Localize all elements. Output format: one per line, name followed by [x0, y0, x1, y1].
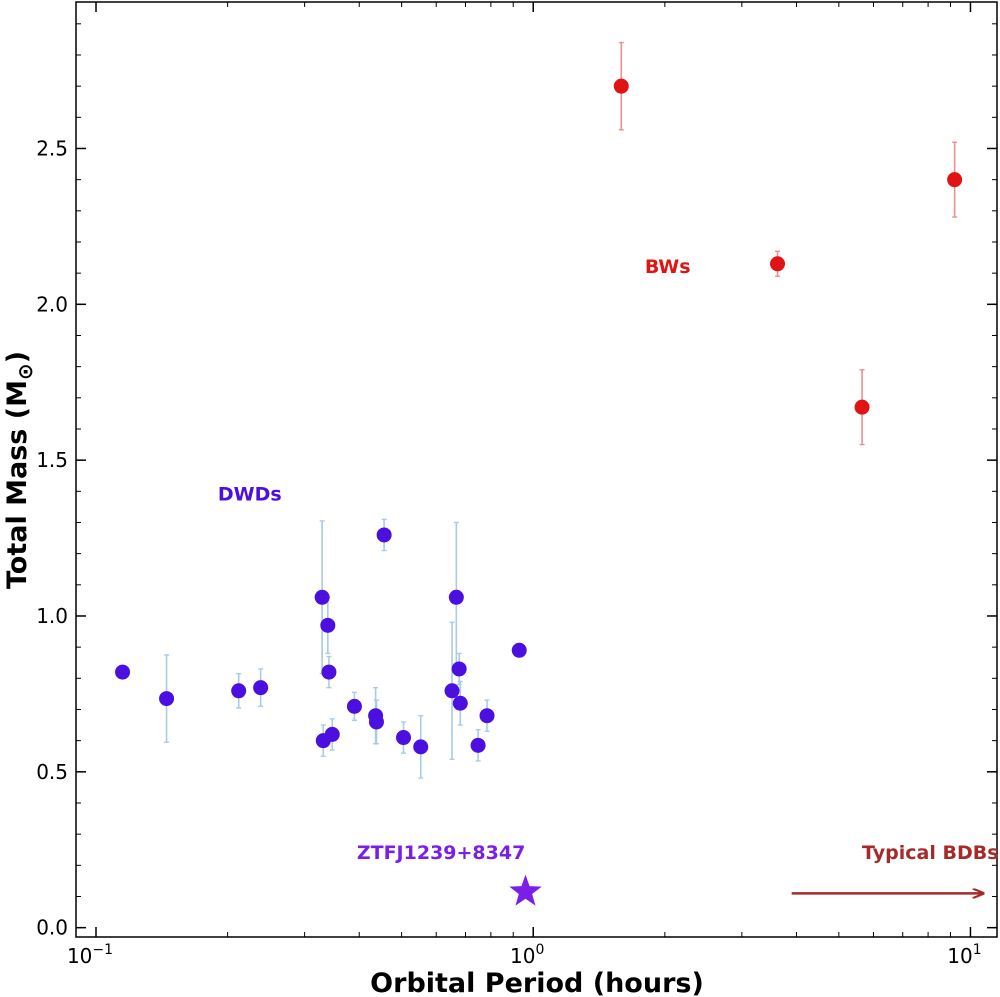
data-point [470, 737, 486, 753]
data-point [947, 172, 963, 188]
x-tick-exponent: 0 [535, 942, 544, 958]
x-tick-exponent: −1 [92, 942, 113, 958]
data-point [115, 664, 131, 680]
axis-ticks: 0.00.51.01.52.02.510−1 100 101 [36, 2, 997, 968]
data-point [511, 642, 527, 658]
data-point [452, 695, 468, 711]
dwds-label: DWDs [218, 484, 282, 506]
y-axis-title-close: ) [2, 351, 33, 363]
data-point [444, 683, 460, 699]
x-tick-exponent: 1 [973, 942, 982, 958]
data-point [854, 399, 870, 415]
data-point [231, 683, 247, 699]
data-point [451, 661, 467, 677]
plot-frame [75, 1, 998, 938]
data-point [448, 589, 464, 605]
data-point [396, 730, 412, 746]
x-tick-base: 10 [947, 944, 972, 968]
x-tick-base: 10 [67, 944, 92, 968]
y-axis-title-main: Total Mass (M [2, 380, 33, 589]
data-point [413, 739, 429, 755]
y-tick-label: 2.5 [36, 136, 68, 160]
sun-symbol: ⊙ [13, 363, 37, 380]
x-tick-label: 10−1 [67, 942, 113, 968]
data-point [613, 78, 629, 94]
data-point [324, 726, 340, 742]
data-point [314, 589, 330, 605]
data-point [770, 256, 786, 272]
data-point [479, 708, 495, 724]
ztf-label: ZTFJ1239+8347 [357, 842, 525, 864]
x-axis-title: Orbital Period (hours) [370, 968, 704, 997]
data-point [321, 664, 337, 680]
ztf-star-marker [509, 874, 542, 906]
x-tick-base: 10 [510, 944, 535, 968]
annotations: DWDs BWs ZTFJ1239+8347 Typical BDBs [218, 256, 999, 893]
data-points [115, 78, 963, 906]
data-point [253, 680, 269, 696]
data-point [376, 527, 392, 543]
y-tick-label: 1.5 [36, 448, 68, 472]
bdbs-label: Typical BDBs [862, 842, 998, 864]
y-tick-label: 0.0 [36, 916, 68, 940]
data-point [159, 691, 175, 707]
error-bars [164, 41, 958, 779]
data-point [368, 714, 384, 730]
x-tick-label: 100 [510, 942, 544, 968]
y-tick-label: 0.5 [36, 760, 68, 784]
y-tick-label: 2.0 [36, 292, 68, 316]
data-point [346, 698, 362, 714]
data-point [320, 617, 336, 633]
y-tick-label: 1.0 [36, 604, 68, 628]
bws-label: BWs [645, 256, 691, 278]
x-tick-label: 101 [947, 942, 981, 968]
y-axis-title: Total Mass (M⊙) [2, 351, 37, 589]
